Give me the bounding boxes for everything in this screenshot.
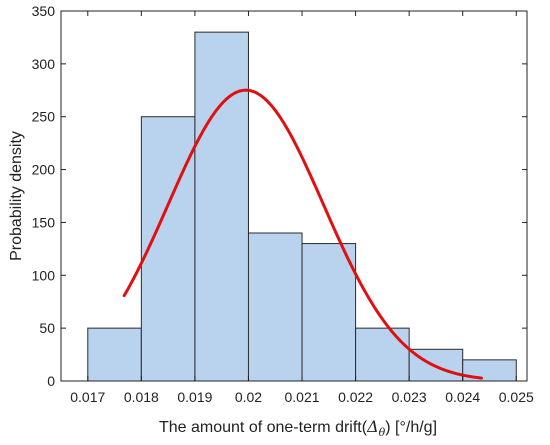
y-tick-label: 0 (47, 373, 55, 389)
x-axis-label-prefix: The amount of one-term drift( (159, 419, 368, 436)
x-tick-label: 0.022 (338, 389, 373, 405)
histogram-bar (355, 327, 410, 382)
x-axis: 0.017 0.018 0.019 0.02 0.021 0.022 0.023 0.024 0… (70, 11, 534, 405)
y-tick-label: 200 (32, 162, 56, 178)
x-tick-label: 0.018 (124, 389, 159, 405)
x-axis-label-suffix: ) [°/h/g] (385, 419, 437, 436)
x-axis-label: The amount of one-term drift(Δθ) [°/h/g] (159, 417, 437, 439)
x-tick-label: 0.024 (445, 389, 480, 405)
y-tick-label: 300 (32, 56, 56, 72)
x-tick-label: 0.02 (235, 389, 262, 405)
histogram-bar (301, 243, 357, 382)
y-axis-label: Probability density (8, 131, 25, 261)
x-tick-label: 0.017 (70, 389, 105, 405)
y-tick-label: 150 (32, 214, 56, 230)
y-tick-label: 50 (39, 320, 55, 336)
x-axis-label-subscript: θ (379, 426, 386, 439)
x-axis-label-symbol: Δ (366, 417, 379, 436)
x-tick-label: 0.019 (177, 389, 212, 405)
y-tick-label: 100 (32, 267, 56, 283)
histogram-bar (247, 232, 303, 382)
y-tick-label: 350 (32, 3, 56, 19)
x-tick-label: 0.023 (392, 389, 427, 405)
histogram-bar (194, 31, 249, 382)
x-tick-label: 0.021 (285, 389, 320, 405)
y-axis: 0 50 100 150 200 250 300 350 (32, 3, 527, 389)
plot-area-frame (60, 10, 528, 382)
x-tick-label: 0.025 (499, 389, 534, 405)
fitted-density-curve (122, 88, 483, 380)
histogram-bar (140, 116, 196, 382)
y-tick-label: 250 (32, 109, 56, 125)
histogram-bar (87, 327, 142, 382)
